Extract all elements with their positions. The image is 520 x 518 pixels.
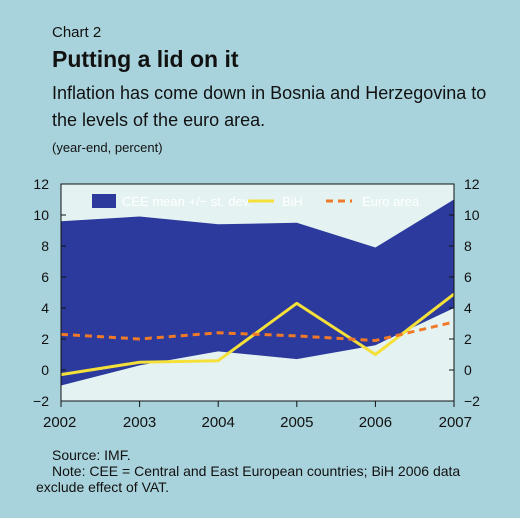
y-tick-label-left: 0	[41, 362, 49, 378]
y-tick-label-left: −2	[33, 393, 49, 409]
y-tick-label-right: 10	[464, 207, 480, 223]
footnote: Note: CEE = Central and East European co…	[36, 463, 461, 495]
legend-label-euro-area: Euro area	[362, 194, 420, 209]
y-tick-label-right: 8	[464, 238, 472, 254]
legend-swatch-cee-band	[92, 194, 116, 208]
x-tick-label: 2006	[359, 414, 392, 431]
inflation-chart: −2 −2 0 0 2 2 4 4 6 6 8 8 10 10 12 12 2002 2003 2004 2005 20…	[33, 176, 480, 431]
y-tick-label-right: 0	[464, 362, 472, 378]
x-tick-label: 2007	[439, 414, 472, 431]
cee-band-area	[61, 199, 454, 386]
y-tick-label-left: 4	[41, 300, 49, 316]
chart-footer: Source: IMF. Note: CEE = Central and Eas…	[36, 447, 506, 495]
y-tick-label-right: 6	[464, 269, 472, 285]
x-tick-label: 2003	[123, 414, 156, 431]
chart-header: Chart 2 Putting a lid on it Inflation ha…	[52, 24, 512, 155]
y-tick-label-left: 2	[41, 331, 49, 347]
x-tick-label: 2005	[280, 414, 313, 431]
source-note: Source: IMF.	[52, 447, 131, 463]
y-tick-label-right: −2	[464, 393, 480, 409]
legend-label-cee-band: CEE mean +/− st. dev.	[122, 194, 252, 209]
legend-label-bih: BiH	[282, 194, 303, 209]
y-tick-label-left: 10	[33, 207, 49, 223]
x-tick-label: 2002	[43, 414, 76, 431]
y-tick-label-right: 12	[464, 176, 480, 192]
euro-area-line	[60, 320, 455, 343]
y-tick-label-right: 2	[464, 331, 472, 347]
y-tick-label-left: 8	[41, 238, 49, 254]
chart-title: Putting a lid on it	[52, 46, 239, 72]
chart-subtitle: Inflation has come down in Bosnia and He…	[52, 83, 487, 130]
plot-frame	[60, 183, 455, 402]
y-tick-label-right: 4	[464, 300, 472, 316]
y-tick-label-left: 6	[41, 269, 49, 285]
x-tick-label: 2004	[202, 414, 235, 431]
units-label: (year-end, percent)	[52, 140, 163, 155]
bih-line	[60, 292, 455, 377]
chart-number-label: Chart 2	[52, 24, 102, 41]
y-tick-label-left: 12	[33, 176, 49, 192]
